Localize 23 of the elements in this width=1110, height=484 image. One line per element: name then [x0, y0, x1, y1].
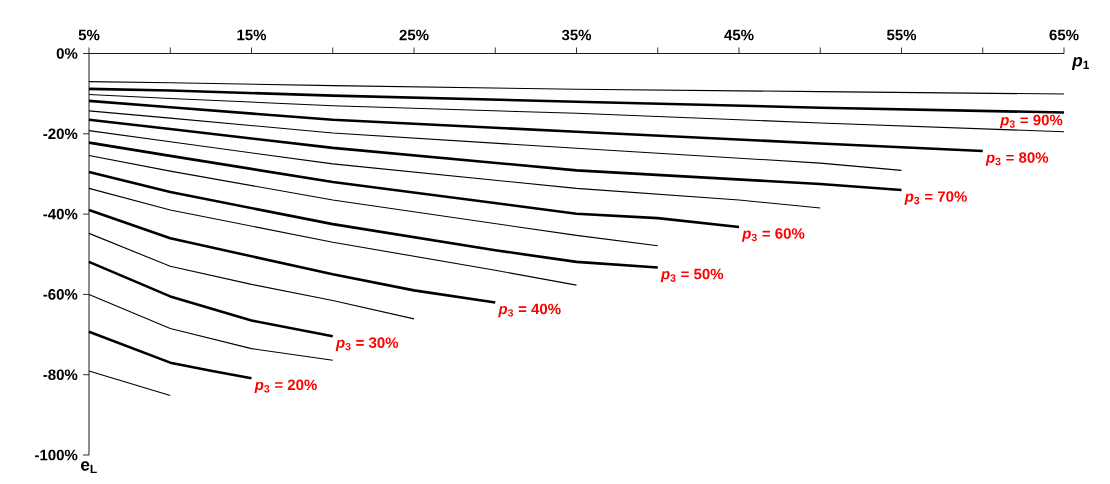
y-tick-label: 0%	[56, 48, 78, 59]
series-label: p$_{3}$ = 60%	[741, 228, 805, 242]
x-tick-label: 45%	[724, 29, 754, 41]
y-tick-label: -80%	[43, 369, 78, 380]
x-axis-title: p$_{1}$	[1071, 57, 1090, 70]
y-tick-label: -40%	[43, 208, 78, 220]
x-tick-label: 55%	[886, 29, 917, 41]
y-tick-label: -20%	[43, 128, 78, 140]
series-label: p$_{3}$ = 30%	[335, 337, 399, 351]
x-tick-label: 15%	[237, 29, 267, 41]
series-label: p$_{3}$ = 50%	[660, 268, 724, 283]
y-axis-title: e$_{L}$	[80, 461, 97, 474]
x-tick-label: 65%	[1049, 29, 1079, 41]
series-label: p$_{3}$ = 80%	[985, 152, 1049, 166]
series-label: p$_{3}$ = 90%	[999, 114, 1063, 129]
x-tick-label: 35%	[561, 29, 592, 41]
x-tick-label: 5%	[78, 29, 100, 41]
series-label: p$_{3}$ = 70%	[904, 191, 967, 205]
y-tick-label: -100%	[35, 449, 78, 461]
series-label: p$_{3}$ = 20%	[254, 379, 317, 394]
y-tick-label: -60%	[43, 289, 78, 300]
series-label: p$_{3}$ = 40%	[498, 303, 561, 318]
x-tick-label: 25%	[399, 29, 429, 41]
